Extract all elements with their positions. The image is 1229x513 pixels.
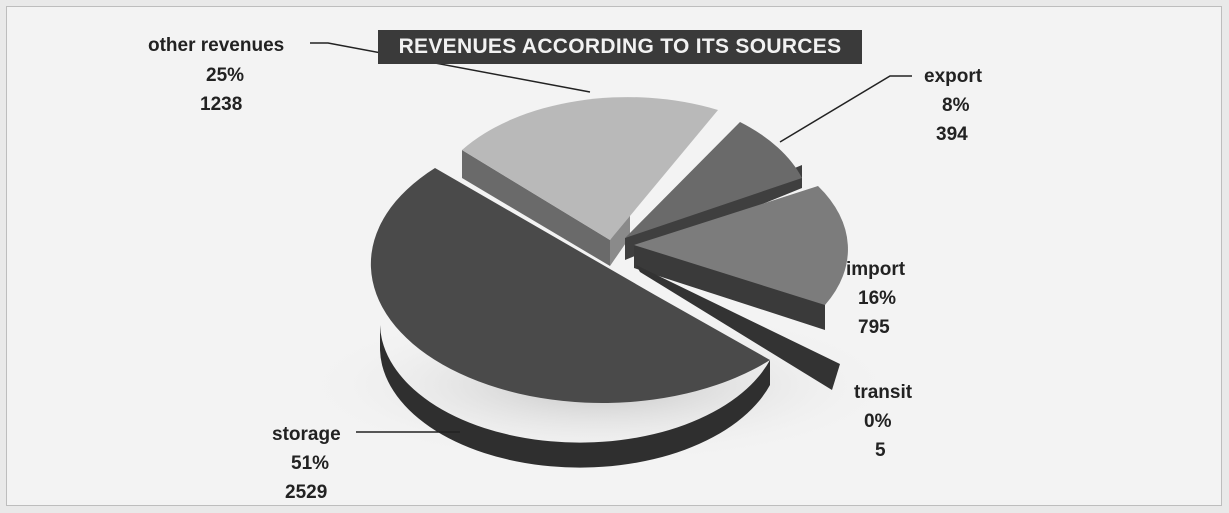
slice-other-revenues: [462, 97, 718, 240]
leader-other-revenues: [310, 42, 591, 93]
leader-export: [779, 75, 912, 143]
slice-other-revenues-side2: [610, 212, 630, 266]
label-import-name: import: [846, 259, 906, 280]
slice-export: [625, 122, 802, 238]
label-storage-percent: 51%: [291, 453, 329, 474]
label-other-revenues-percent: 25%: [206, 65, 244, 86]
slice-import-side: [634, 245, 825, 330]
label-transit-value: 5: [875, 440, 886, 461]
label-other-revenues-value: 1238: [200, 94, 242, 115]
chart-title: REVENUES ACCORDING TO ITS SOURCES: [378, 30, 862, 64]
label-storage-name: storage: [272, 424, 341, 445]
leader-lines: [310, 42, 912, 433]
slice-import: [634, 186, 848, 305]
label-transit-name: transit: [854, 382, 913, 403]
label-import-percent: 16%: [858, 288, 896, 309]
label-export-value: 394: [936, 124, 968, 145]
label-import-value: 795: [858, 317, 890, 338]
pie-slices: [370, 97, 848, 468]
slice-storage: [370, 168, 770, 403]
slice-labels: other revenues 25% 1238 export 8% 394 im…: [148, 35, 983, 503]
slice-other-revenues-side: [462, 150, 610, 266]
slice-transit: [636, 265, 840, 390]
label-export-name: export: [924, 66, 983, 87]
slice-storage-side: [380, 325, 770, 468]
label-transit-percent: 0%: [864, 411, 892, 432]
label-other-revenues-name: other revenues: [148, 35, 284, 56]
label-storage-value: 2529: [285, 482, 327, 503]
label-export-percent: 8%: [942, 95, 970, 116]
